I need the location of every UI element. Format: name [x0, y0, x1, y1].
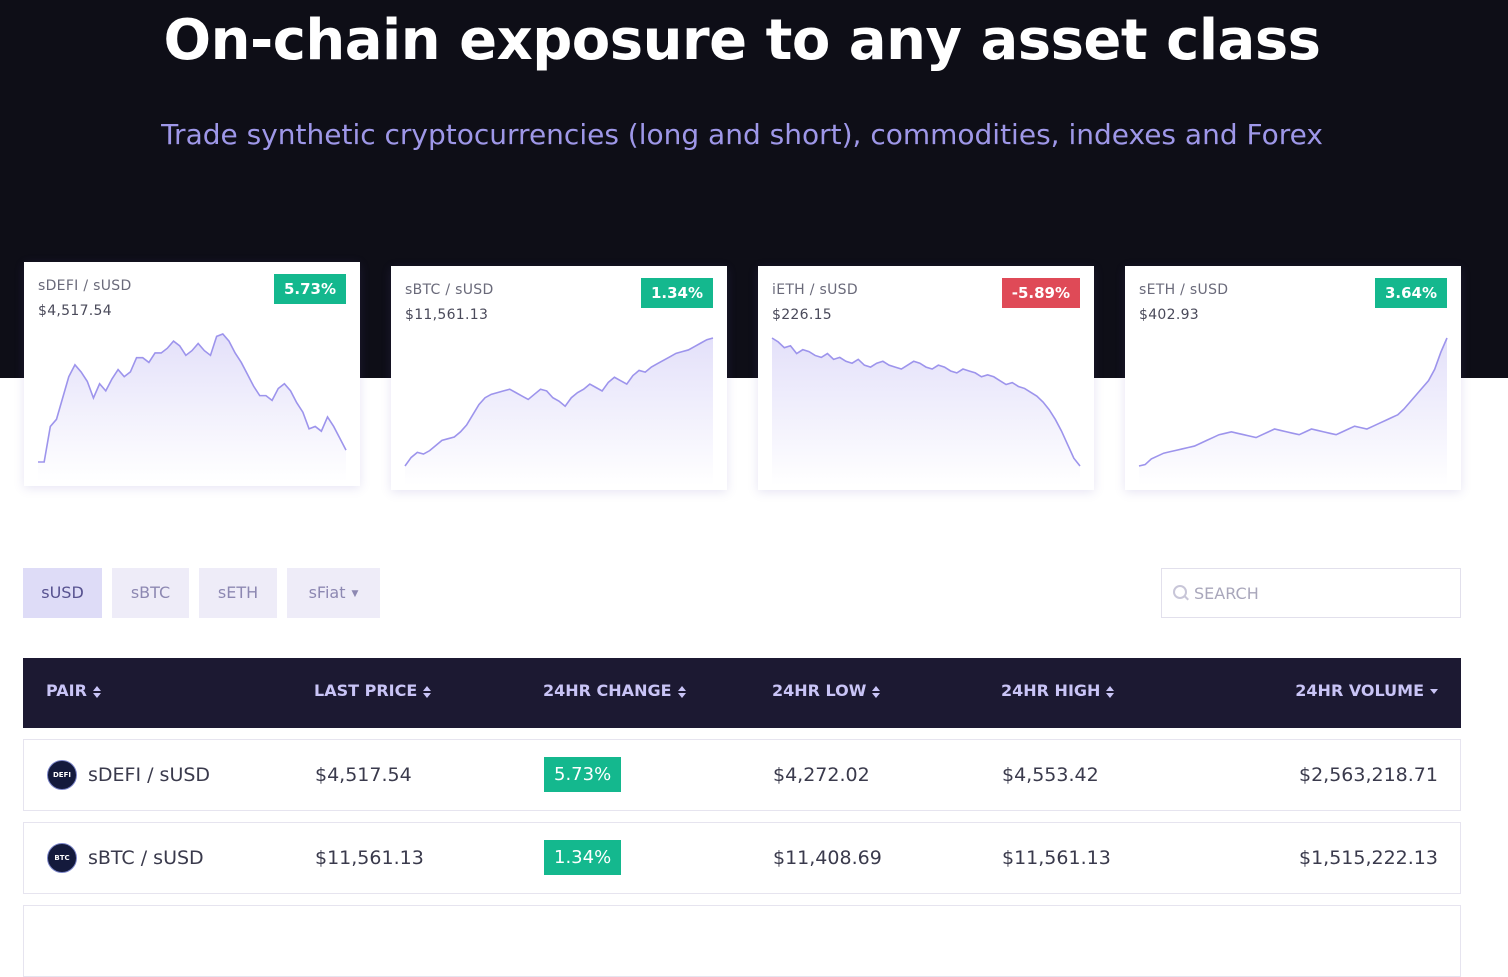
- sparkline-area: [772, 338, 1080, 486]
- sort-icon: [677, 685, 686, 698]
- sort-desc-icon: [1430, 686, 1438, 698]
- btc-coin-icon: BTC: [47, 843, 77, 873]
- sparkline-chart: [771, 337, 1081, 486]
- market-card-sbtc[interactable]: sBTC / sUSD $11,561.13 1.34%: [391, 266, 727, 490]
- sparkline-line: [38, 333, 347, 463]
- table-row[interactable]: [23, 905, 1461, 977]
- card-pair: iETH / sUSD: [772, 282, 858, 298]
- table-row[interactable]: DEFI sDEFI / sUSD $4,517.54 5.73% $4,272…: [23, 739, 1461, 811]
- sparkline-area: [38, 334, 346, 482]
- column-label: 24HR VOLUME: [1295, 681, 1424, 700]
- low-cell: $4,272.02: [773, 764, 870, 786]
- sparkline-chart: [38, 333, 347, 482]
- volume-cell: $2,563,218.71: [1298, 764, 1438, 786]
- sort-icon: [423, 685, 432, 698]
- sparkline-line: [771, 337, 1081, 467]
- filter-tab-susd[interactable]: sUSD: [23, 568, 102, 618]
- sparkline-line: [404, 337, 714, 467]
- column-header-24hr-high[interactable]: 24HR HIGH: [1001, 658, 1115, 728]
- change-badge: 5.73%: [544, 757, 622, 792]
- card-pair: sBTC / sUSD: [405, 282, 494, 298]
- card-change-badge: 5.73%: [273, 274, 346, 304]
- card-price: $402.93: [1139, 307, 1199, 323]
- column-header-24hr-change[interactable]: 24HR CHANGE: [543, 658, 686, 728]
- chevron-down-icon: ▼: [351, 588, 359, 599]
- sort-icon: [92, 685, 101, 698]
- column-label: 24HR CHANGE: [543, 681, 672, 700]
- column-label: 24HR HIGH: [1001, 681, 1101, 700]
- hero-subtitle: Trade synthetic cryptocurrencies (long a…: [161, 118, 1323, 151]
- sparkline-area: [1139, 338, 1447, 486]
- volume-cell: $1,515,222.13: [1298, 847, 1438, 869]
- sparkline-line: [1138, 337, 1448, 467]
- search-box[interactable]: [1161, 568, 1461, 618]
- high-cell: $4,553.42: [1002, 764, 1099, 786]
- filter-tab-sfiat[interactable]: sFiat ▼: [287, 568, 380, 618]
- table-header: PAIR LAST PRICE 24HR CHANGE 24HR LOW 24H…: [23, 658, 1461, 728]
- low-cell: $11,408.69: [773, 847, 882, 869]
- column-label: PAIR: [46, 681, 87, 700]
- card-pair: sETH / sUSD: [1139, 282, 1229, 298]
- sort-icon: [1106, 685, 1115, 698]
- card-price: $4,517.54: [38, 303, 112, 319]
- high-cell: $11,561.13: [1002, 847, 1111, 869]
- column-label: LAST PRICE: [314, 681, 418, 700]
- filter-tab-seth[interactable]: sETH: [199, 568, 277, 618]
- card-change-badge: 3.64%: [1374, 278, 1447, 308]
- change-badge: 1.34%: [544, 840, 622, 875]
- column-header-24hr-low[interactable]: 24HR LOW: [772, 658, 881, 728]
- hero-title: On-chain exposure to any asset class: [163, 8, 1321, 73]
- sparkline-chart: [1138, 337, 1448, 486]
- sparkline-chart: [404, 337, 714, 486]
- card-price: $11,561.13: [405, 307, 489, 323]
- column-header-pair[interactable]: PAIR: [46, 658, 101, 728]
- search-icon: [1173, 585, 1187, 599]
- card-price: $226.15: [772, 307, 832, 323]
- card-change-badge: 1.34%: [640, 278, 713, 308]
- table-row[interactable]: BTC sBTC / sUSD $11,561.13 1.34% $11,408…: [23, 822, 1461, 894]
- search-input[interactable]: [1194, 582, 1444, 604]
- defi-coin-icon: DEFI: [47, 760, 77, 790]
- pair-cell: sBTC / sUSD: [88, 847, 204, 869]
- pair-cell: sDEFI / sUSD: [88, 764, 211, 786]
- column-label: 24HR LOW: [772, 681, 867, 700]
- filter-tab-label: sFiat: [308, 583, 346, 602]
- last-price-cell: $4,517.54: [315, 764, 412, 786]
- last-price-cell: $11,561.13: [315, 847, 424, 869]
- sparkline-area: [405, 338, 713, 486]
- market-card-ieth[interactable]: iETH / sUSD $226.15 -5.89%: [758, 266, 1094, 490]
- market-card-seth[interactable]: sETH / sUSD $402.93 3.64%: [1125, 266, 1461, 490]
- sort-icon: [872, 685, 881, 698]
- market-card-sdefi[interactable]: sDEFI / sUSD $4,517.54 5.73%: [24, 262, 360, 486]
- card-change-badge: -5.89%: [1001, 278, 1080, 308]
- column-header-24hr-volume[interactable]: 24HR VOLUME: [1295, 658, 1438, 728]
- card-pair: sDEFI / sUSD: [38, 278, 132, 294]
- filter-tab-sbtc[interactable]: sBTC: [112, 568, 189, 618]
- column-header-last-price[interactable]: LAST PRICE: [314, 658, 432, 728]
